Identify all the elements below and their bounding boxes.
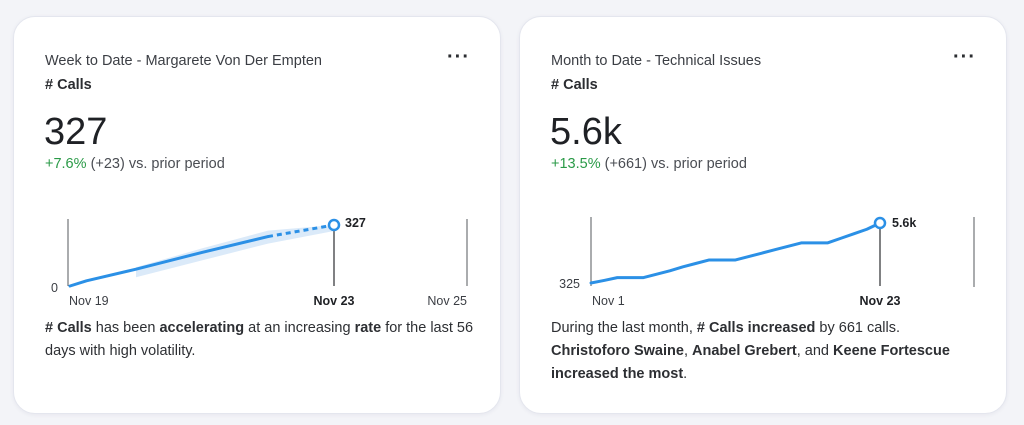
change-percent: +13.5% <box>551 156 601 172</box>
change-suffix: vs. prior period <box>650 156 747 172</box>
end-point[interactable] <box>327 218 341 232</box>
insight-text: During the last month, # Calls increased… <box>551 320 950 382</box>
change-percent: +7.6% <box>45 156 87 172</box>
y-min-label: 0 <box>51 281 58 295</box>
series-line-actual <box>68 235 270 288</box>
x-tick-label-current: Nov 23 <box>860 294 901 308</box>
end-point-label: 327 <box>345 216 366 230</box>
x-tick-label: Nov 25 <box>427 294 467 308</box>
metric-label: # Calls <box>551 77 598 93</box>
card-week-to-date: Week to Date - Margarete Von Der Empten … <box>13 16 501 414</box>
metric-value: 327 <box>44 111 108 153</box>
more-options-icon[interactable]: ··· <box>953 46 976 68</box>
confidence-band <box>136 225 334 278</box>
change-absolute: (+661) <box>604 156 647 172</box>
trend-chart: 327 0 Nov 19 Nov 23 Nov 25 <box>51 216 468 308</box>
y-min-label: 325 <box>559 277 580 291</box>
x-tick-label-current: Nov 23 <box>314 294 355 308</box>
series-line-projected <box>267 223 335 239</box>
more-options-icon[interactable]: ··· <box>447 46 470 68</box>
metric-value: 5.6k <box>550 111 622 153</box>
change-summary: +7.6% (+23) vs. prior period <box>45 156 225 172</box>
change-summary: +13.5% (+661) vs. prior period <box>551 156 747 172</box>
change-absolute: (+23) <box>90 156 125 172</box>
end-point-label: 5.6k <box>892 216 916 230</box>
card-month-to-date: Month to Date - Technical Issues # Calls… <box>519 16 1007 414</box>
series-line <box>589 221 882 285</box>
metric-label: # Calls <box>45 77 92 93</box>
end-point[interactable] <box>873 216 887 230</box>
x-tick-label: Nov 19 <box>69 294 109 308</box>
card-title: Month to Date - Technical Issues <box>551 53 762 69</box>
x-tick-label: Nov 1 <box>592 294 625 308</box>
insight-text: # Calls has been accelerating at an incr… <box>45 320 474 359</box>
change-suffix: vs. prior period <box>128 156 225 172</box>
card-title: Week to Date - Margarete Von Der Empten <box>45 53 322 69</box>
trend-chart: 5.6k 325 Nov 1 Nov 23 <box>559 216 975 308</box>
